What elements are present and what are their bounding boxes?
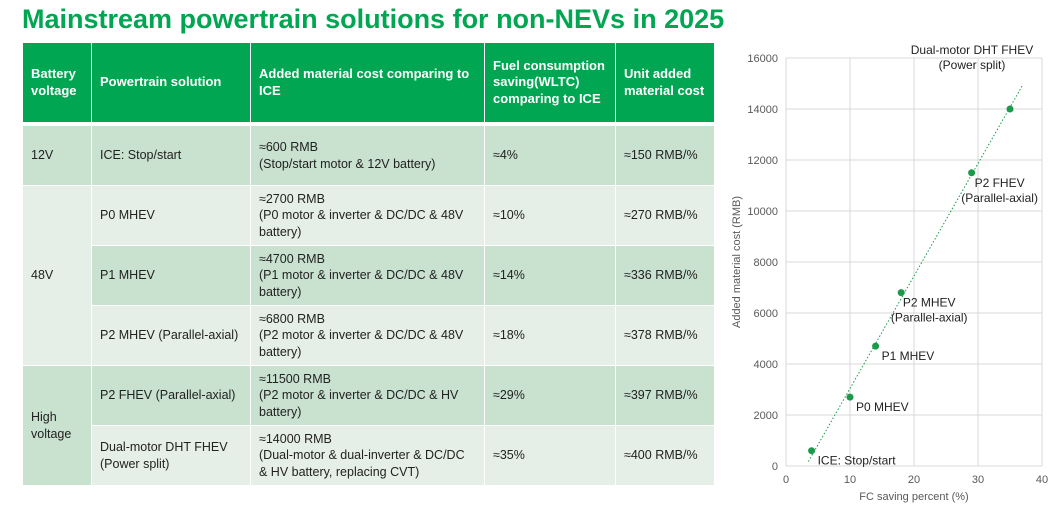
battery-voltage-cell: 12V [23, 126, 91, 185]
point-label: P0 MHEV [856, 400, 909, 414]
point-label: ICE: Stop/start [818, 454, 897, 468]
header-unit-cost: Unit added material cost [616, 43, 714, 122]
x-tick-label: 0 [783, 474, 789, 486]
data-point [897, 289, 905, 297]
battery-voltage-cell: High voltage [23, 366, 91, 485]
y-tick-label: 2000 [754, 410, 778, 422]
battery-voltage-cell: 48V [23, 186, 91, 365]
y-tick-label: 6000 [754, 308, 778, 320]
cost-value: ≈14000 RMB [259, 432, 332, 447]
point-label: P1 MHEV [882, 349, 935, 363]
table-row: 12V ICE: Stop/start ≈600 RMB (Stop/start mo… [23, 126, 714, 185]
trendline [807, 84, 1024, 462]
cost-cell: ≈600 RMB (Stop/start motor & 12V battery) [251, 126, 484, 185]
cost-detail: (Dual-motor & dual-inverter & DC/DC & HV… [259, 448, 465, 479]
powertrain-table: Battery voltage Powertrain solution Adde… [22, 42, 715, 486]
table-row: Dual-motor DHT FHEV (Power split) ≈14000 … [23, 426, 714, 485]
powertrain-cell: ICE: Stop/start [92, 126, 250, 185]
point-label: P2 MHEV [903, 296, 956, 310]
data-point [968, 169, 976, 177]
point-label: Dual-motor DHT FHEV [911, 43, 1033, 57]
x-tick-label: 30 [972, 474, 984, 486]
cost-cell: ≈4700 RMB (P1 motor & inverter & DC/DC & … [251, 246, 484, 305]
cost-cell: ≈14000 RMB (Dual-motor & dual-inverter & … [251, 426, 484, 485]
table-row: P1 MHEV ≈4700 RMB (P1 motor & inverter & D… [23, 246, 714, 305]
saving-cell: ≈10% [485, 186, 615, 245]
y-tick-label: 12000 [747, 155, 778, 167]
y-tick-label: 0 [772, 461, 778, 473]
y-axis-label: Added material cost (RMB) [731, 196, 743, 328]
x-tick-label: 20 [908, 474, 920, 486]
unit-cost-cell: ≈378 RMB/% [616, 306, 714, 365]
powertrain-cell: Dual-motor DHT FHEV (Power split) [92, 426, 250, 485]
point-label: (Power split) [939, 58, 1006, 72]
unit-cost-cell: ≈270 RMB/% [616, 186, 714, 245]
cost-detail: (Stop/start motor & 12V battery) [259, 156, 436, 171]
header-cost: Added material cost comparing to ICE [251, 43, 484, 122]
point-label: (Parallel-axial) [961, 191, 1038, 205]
point-label: P2 FHEV [975, 176, 1025, 190]
saving-cell: ≈29% [485, 366, 615, 425]
x-axis-label: FC saving percent (%) [859, 491, 968, 503]
scatter-chart: 0 2000 4000 6000 8000 10000 12000 14000 16000 0 10… [731, 43, 1048, 503]
header-saving: Fuel consumption saving(WLTC) comparing … [485, 43, 615, 122]
saving-cell: ≈18% [485, 306, 615, 365]
cost-value: ≈4700 RMB [259, 252, 325, 267]
y-tick-label: 16000 [747, 53, 778, 65]
cost-value: ≈6800 RMB [259, 312, 325, 327]
y-tick-label: 4000 [754, 359, 778, 371]
saving-cell: ≈4% [485, 126, 615, 185]
x-tick-label: 10 [844, 474, 856, 486]
cost-cell: ≈6800 RMB (P2 motor & inverter & DC/DC & … [251, 306, 484, 365]
unit-cost-cell: ≈397 RMB/% [616, 366, 714, 425]
cost-detail: (P2 motor & inverter & DC/DC & HV batter… [259, 388, 459, 419]
x-tick-label: 40 [1036, 474, 1048, 486]
point-label: (Parallel-axial) [891, 311, 968, 325]
header-powertrain: Powertrain solution [92, 43, 250, 122]
powertrain-cell: P1 MHEV [92, 246, 250, 305]
cost-detail: (P2 motor & inverter & DC/DC & 48V batte… [259, 328, 464, 359]
powertrain-cell: P2 FHEV (Parallel-axial) [92, 366, 250, 425]
cost-cell: ≈11500 RMB (P2 motor & inverter & DC/DC &… [251, 366, 484, 425]
cost-detail: (P1 motor & inverter & DC/DC & 48V batte… [259, 268, 464, 299]
table-row: P2 MHEV (Parallel-axial) ≈6800 RMB (P2 mot… [23, 306, 714, 365]
cost-value: ≈600 RMB [259, 140, 318, 155]
data-point [1006, 105, 1014, 113]
page-title: Mainstream powertrain solutions for non-… [22, 4, 725, 34]
saving-cell: ≈14% [485, 246, 615, 305]
cost-cell: ≈2700 RMB (P0 motor & inverter & DC/DC & … [251, 186, 484, 245]
data-point [808, 447, 816, 455]
powertrain-cell: P0 MHEV [92, 186, 250, 245]
cost-detail: (P0 motor & inverter & DC/DC & 48V batte… [259, 208, 464, 239]
table-row: High voltage P2 FHEV (Parallel-axial) ≈115… [23, 366, 714, 485]
header-battery-voltage: Battery voltage [23, 43, 91, 122]
unit-cost-cell: ≈400 RMB/% [616, 426, 714, 485]
saving-cell: ≈35% [485, 426, 615, 485]
data-point [846, 393, 854, 401]
y-tick-label: 14000 [747, 104, 778, 116]
cost-value: ≈11500 RMB [259, 372, 331, 387]
y-tick-label: 10000 [747, 206, 778, 218]
unit-cost-cell: ≈336 RMB/% [616, 246, 714, 305]
unit-cost-cell: ≈150 RMB/% [616, 126, 714, 185]
cost-value: ≈2700 RMB [259, 192, 325, 207]
y-tick-label: 8000 [754, 257, 778, 269]
data-point [872, 342, 880, 350]
table-row: 48V P0 MHEV ≈2700 RMB (P0 motor & inverter … [23, 186, 714, 365]
powertrain-cell: P2 MHEV (Parallel-axial) [92, 306, 250, 365]
